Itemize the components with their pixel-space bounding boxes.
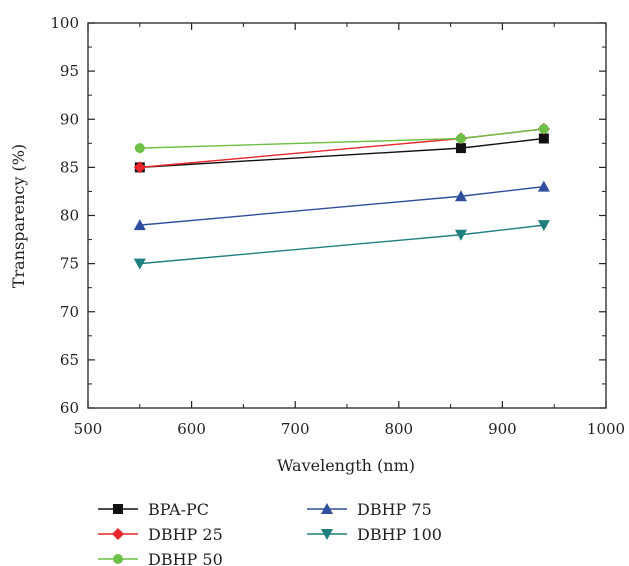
data-point <box>537 220 550 232</box>
y-tick-label: 60 <box>60 399 79 417</box>
data-point <box>538 133 549 144</box>
y-axis-title: Transparency (%) <box>9 144 28 288</box>
legend-item: DBHP 75 <box>307 500 432 519</box>
series-line <box>139 185 544 226</box>
data-point <box>455 133 466 144</box>
plot-area: 500 600 700 800 900 1000 60 65 70 75 80 85 90 95 100 <box>50 14 625 438</box>
series-line <box>139 224 544 265</box>
x-tick-label: 900 <box>488 420 517 438</box>
legend-marker <box>113 554 123 564</box>
legend: BPA-PC DBHP 25 DBHP 50 DBHP 75 DBHP 100 <box>98 500 442 566</box>
y-tick-label: 75 <box>60 255 79 273</box>
series-dbhp-100 <box>133 220 550 270</box>
series-line <box>139 137 544 169</box>
data-point <box>133 161 146 174</box>
data-point <box>538 123 549 134</box>
series-bpa-pc <box>134 133 549 173</box>
legend-marker <box>321 503 333 514</box>
series-dbhp-50 <box>134 123 549 154</box>
legend-label: DBHP 50 <box>148 550 223 566</box>
x-tick-label: 1000 <box>587 420 625 438</box>
data-point <box>454 190 467 202</box>
legend-marker <box>112 528 124 540</box>
x-axis-title: Wavelength (nm) <box>277 456 415 475</box>
data-point <box>134 143 145 154</box>
x-tick-label: 800 <box>384 420 413 438</box>
legend-marker <box>113 504 123 514</box>
y-tick-label: 80 <box>60 207 79 225</box>
y-tick-label: 85 <box>60 158 79 176</box>
y-tick-label: 90 <box>60 110 79 128</box>
data-point <box>537 180 550 192</box>
series-line <box>139 128 544 169</box>
legend-item: DBHP 50 <box>98 550 223 566</box>
data-point <box>454 229 467 241</box>
y-tick-label: 70 <box>60 303 79 321</box>
data-point <box>133 258 146 270</box>
series-dbhp-75 <box>133 180 550 231</box>
series-layer <box>133 122 550 270</box>
plot-frame <box>87 22 607 409</box>
x-tick-label: 600 <box>177 420 206 438</box>
legend-label: BPA-PC <box>148 500 209 519</box>
y-tick-label: 95 <box>60 62 79 80</box>
data-point <box>455 143 466 154</box>
legend-label: DBHP 100 <box>357 525 442 544</box>
series-dbhp-25 <box>133 122 550 174</box>
legend-label: DBHP 25 <box>148 525 223 544</box>
x-tick-label: 500 <box>74 420 103 438</box>
data-point <box>133 219 146 231</box>
x-tick-label: 700 <box>281 420 310 438</box>
legend-item: BPA-PC <box>98 500 209 519</box>
legend-item: DBHP 100 <box>307 525 442 544</box>
y-tick-label: 65 <box>60 351 79 369</box>
legend-item: DBHP 25 <box>98 525 223 544</box>
legend-label: DBHP 75 <box>357 500 432 519</box>
y-tick-label: 100 <box>50 14 79 32</box>
legend-marker <box>321 529 333 540</box>
